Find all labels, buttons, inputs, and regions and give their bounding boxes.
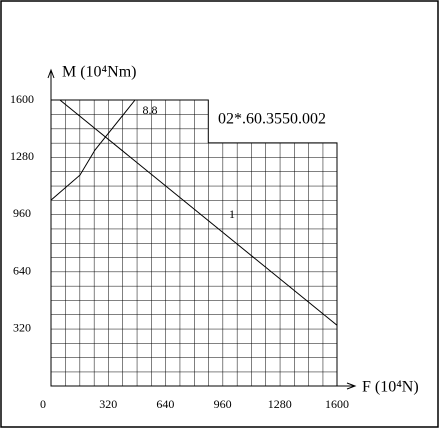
y-axis bbox=[47, 68, 55, 386]
grid-region bbox=[50, 99, 338, 387]
y-axis-label: M (10⁴Nm) bbox=[62, 64, 136, 81]
series-label: 1 bbox=[229, 207, 235, 221]
x-tick-label: 1600 bbox=[325, 397, 349, 411]
y-tick-label: 640 bbox=[13, 263, 31, 277]
y-tick-label: 960 bbox=[13, 206, 31, 220]
x-axis-label: F (10⁴N) bbox=[362, 379, 419, 396]
x-tick-label: 640 bbox=[156, 397, 174, 411]
y-tick-label: 320 bbox=[13, 321, 31, 335]
annotation: 02*.60.3550.002 bbox=[218, 111, 326, 128]
x-tick-label: 960 bbox=[214, 397, 232, 411]
y-tick-label: 1280 bbox=[10, 149, 34, 163]
x-tick-label: 320 bbox=[99, 397, 117, 411]
series-label: 8.8 bbox=[143, 103, 158, 117]
x-axis bbox=[51, 382, 357, 390]
series-line bbox=[50, 99, 136, 201]
y-tick-label: 1600 bbox=[10, 92, 34, 106]
x-tick-label: 0 bbox=[40, 397, 46, 411]
series-line bbox=[59, 99, 338, 326]
x-tick-label: 1280 bbox=[268, 397, 292, 411]
